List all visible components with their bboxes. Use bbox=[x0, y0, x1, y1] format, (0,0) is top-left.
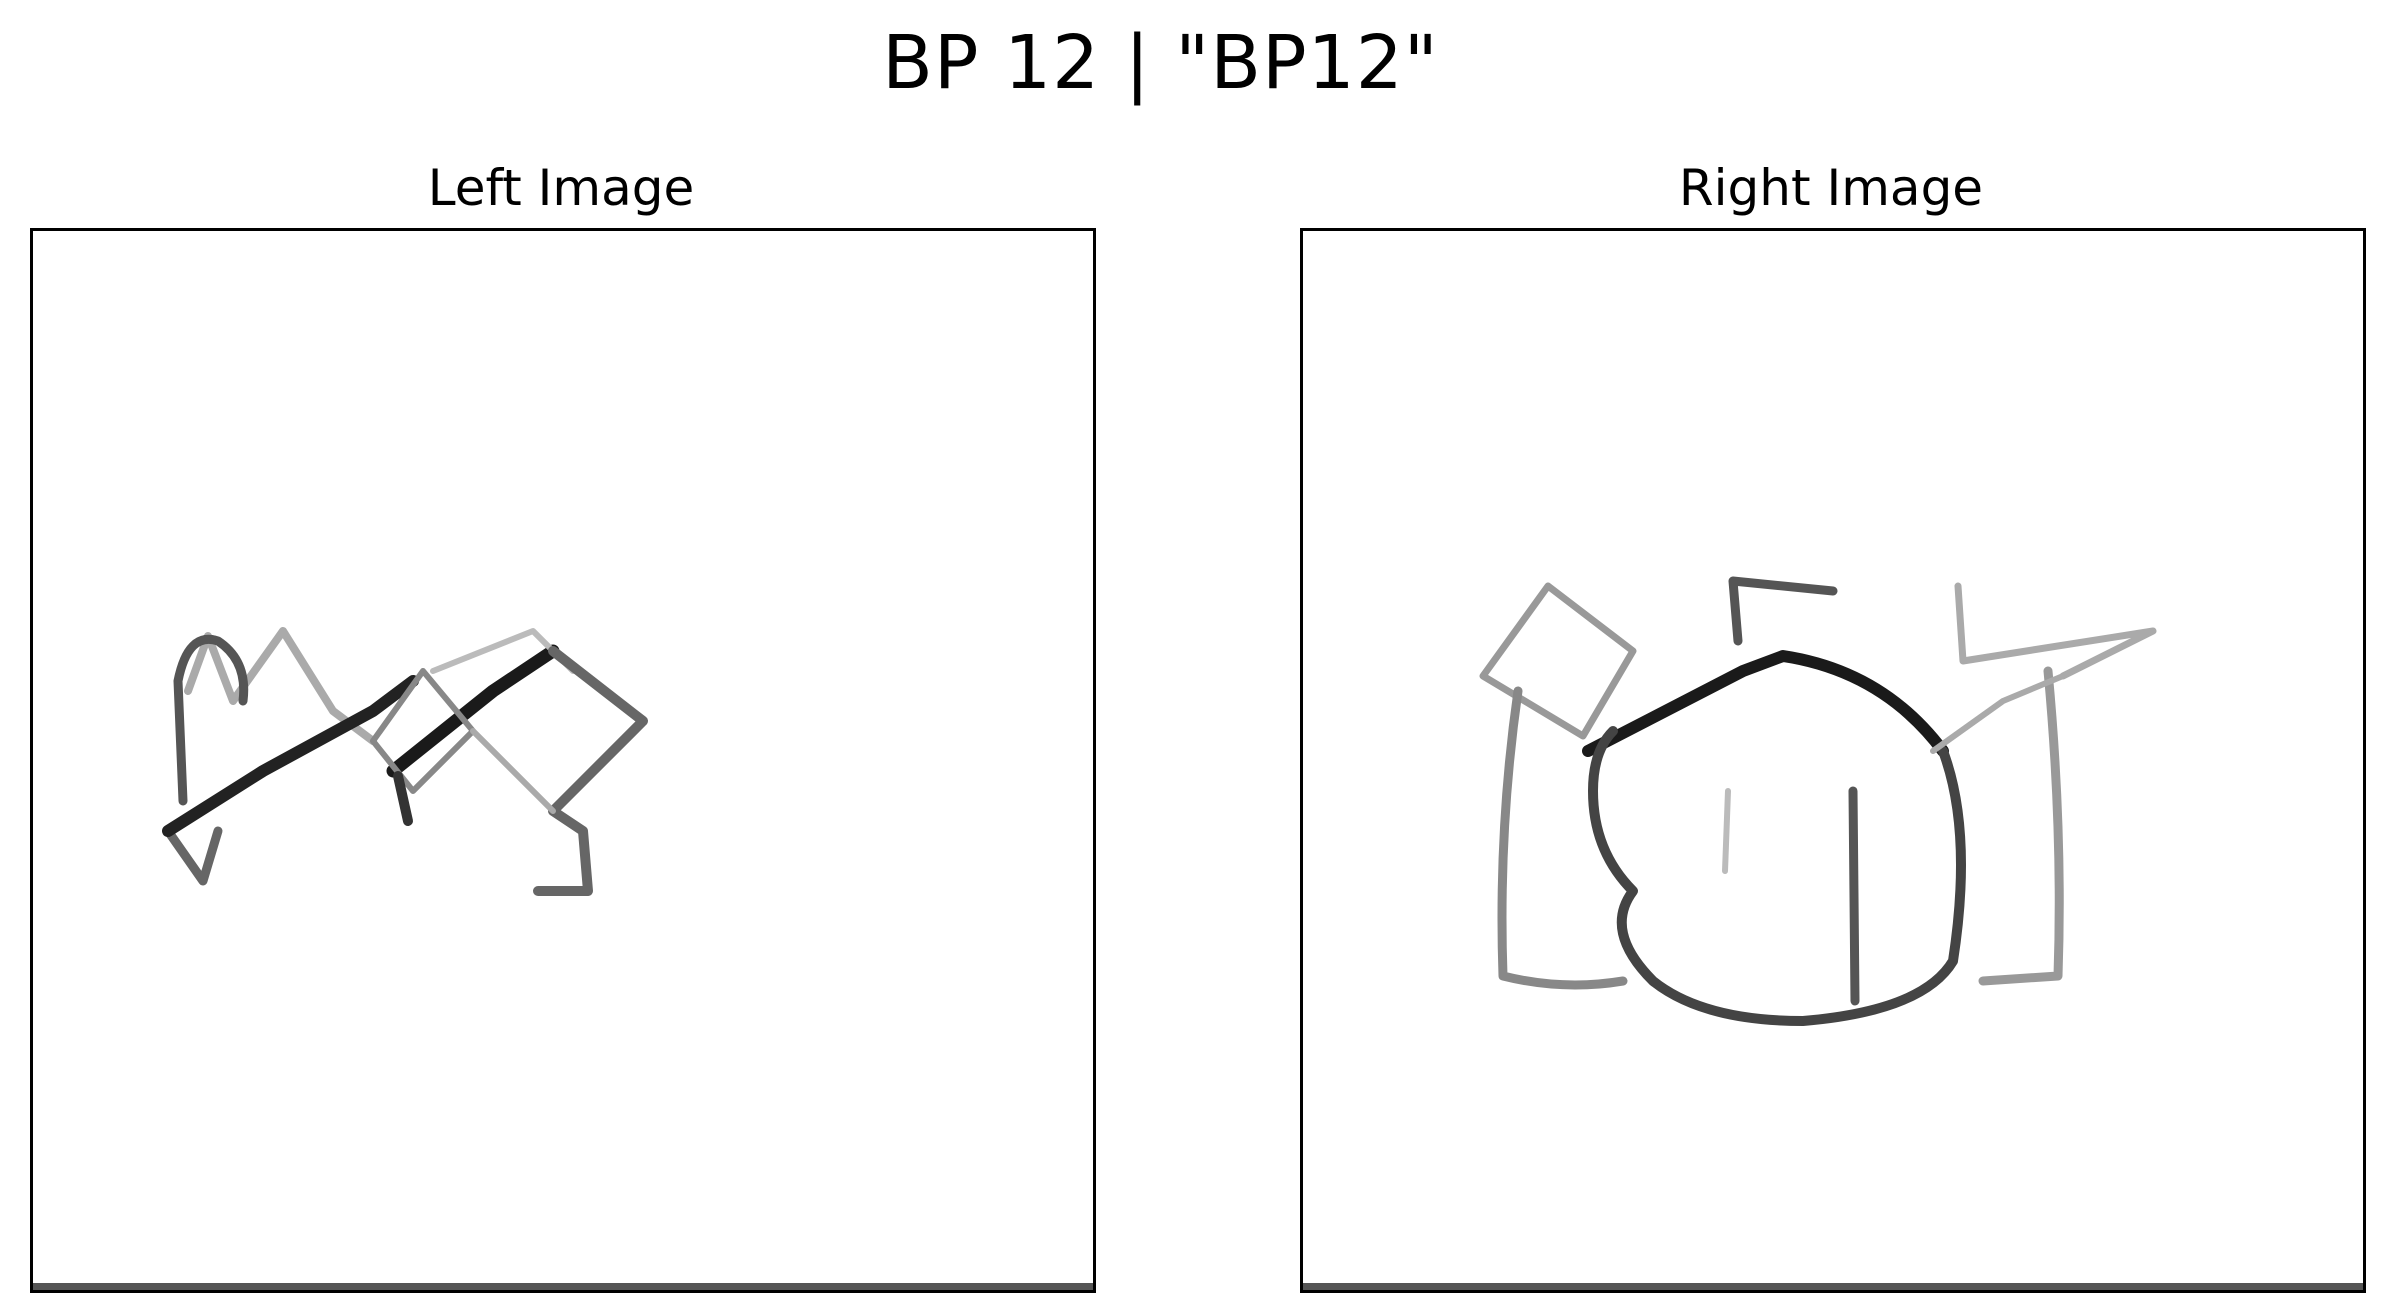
right-sketch-circle bbox=[1588, 726, 1966, 1026]
left-sketch-stroke-dark-1 bbox=[162, 675, 419, 837]
left-sketch-stroke-right bbox=[533, 646, 648, 896]
left-sketch-stroke-tail bbox=[393, 771, 413, 826]
left-sketch-stroke-light bbox=[184, 627, 377, 745]
left-sketch-stroke-loop bbox=[173, 635, 249, 806]
left-panel-bottom-edge bbox=[33, 1283, 1093, 1290]
right-sketch-crossline bbox=[1930, 673, 2066, 754]
right-sketch-right-bracket bbox=[1978, 666, 2064, 986]
right-sketch-inner-faint bbox=[1722, 788, 1731, 874]
left-image-panel bbox=[30, 228, 1096, 1293]
left-sketch-image bbox=[162, 627, 648, 896]
right-sketch-image bbox=[1479, 576, 2157, 1026]
right-sketch-triangle bbox=[1954, 582, 2157, 680]
right-sketch-dark-arc bbox=[1582, 650, 1949, 757]
left-sketch-stroke-hook bbox=[163, 826, 223, 886]
right-image-panel bbox=[1300, 228, 2366, 1293]
right-panel-title: Right Image bbox=[1678, 159, 1984, 217]
right-sketch-left-bracket bbox=[1497, 686, 1628, 990]
right-sketch-diamond bbox=[1479, 582, 1637, 740]
figure-title: BP 12 | "BP12" bbox=[882, 20, 1439, 106]
right-sketch-top-bracket bbox=[1728, 576, 1838, 646]
left-panel-title: Left Image bbox=[427, 159, 695, 217]
left-sketch-stroke-dark-2 bbox=[386, 644, 560, 778]
right-panel-bottom-edge bbox=[1303, 1283, 2363, 1290]
right-sketch-inner-vertical bbox=[1848, 786, 1860, 1006]
left-sketch-stroke-faint bbox=[470, 728, 556, 814]
